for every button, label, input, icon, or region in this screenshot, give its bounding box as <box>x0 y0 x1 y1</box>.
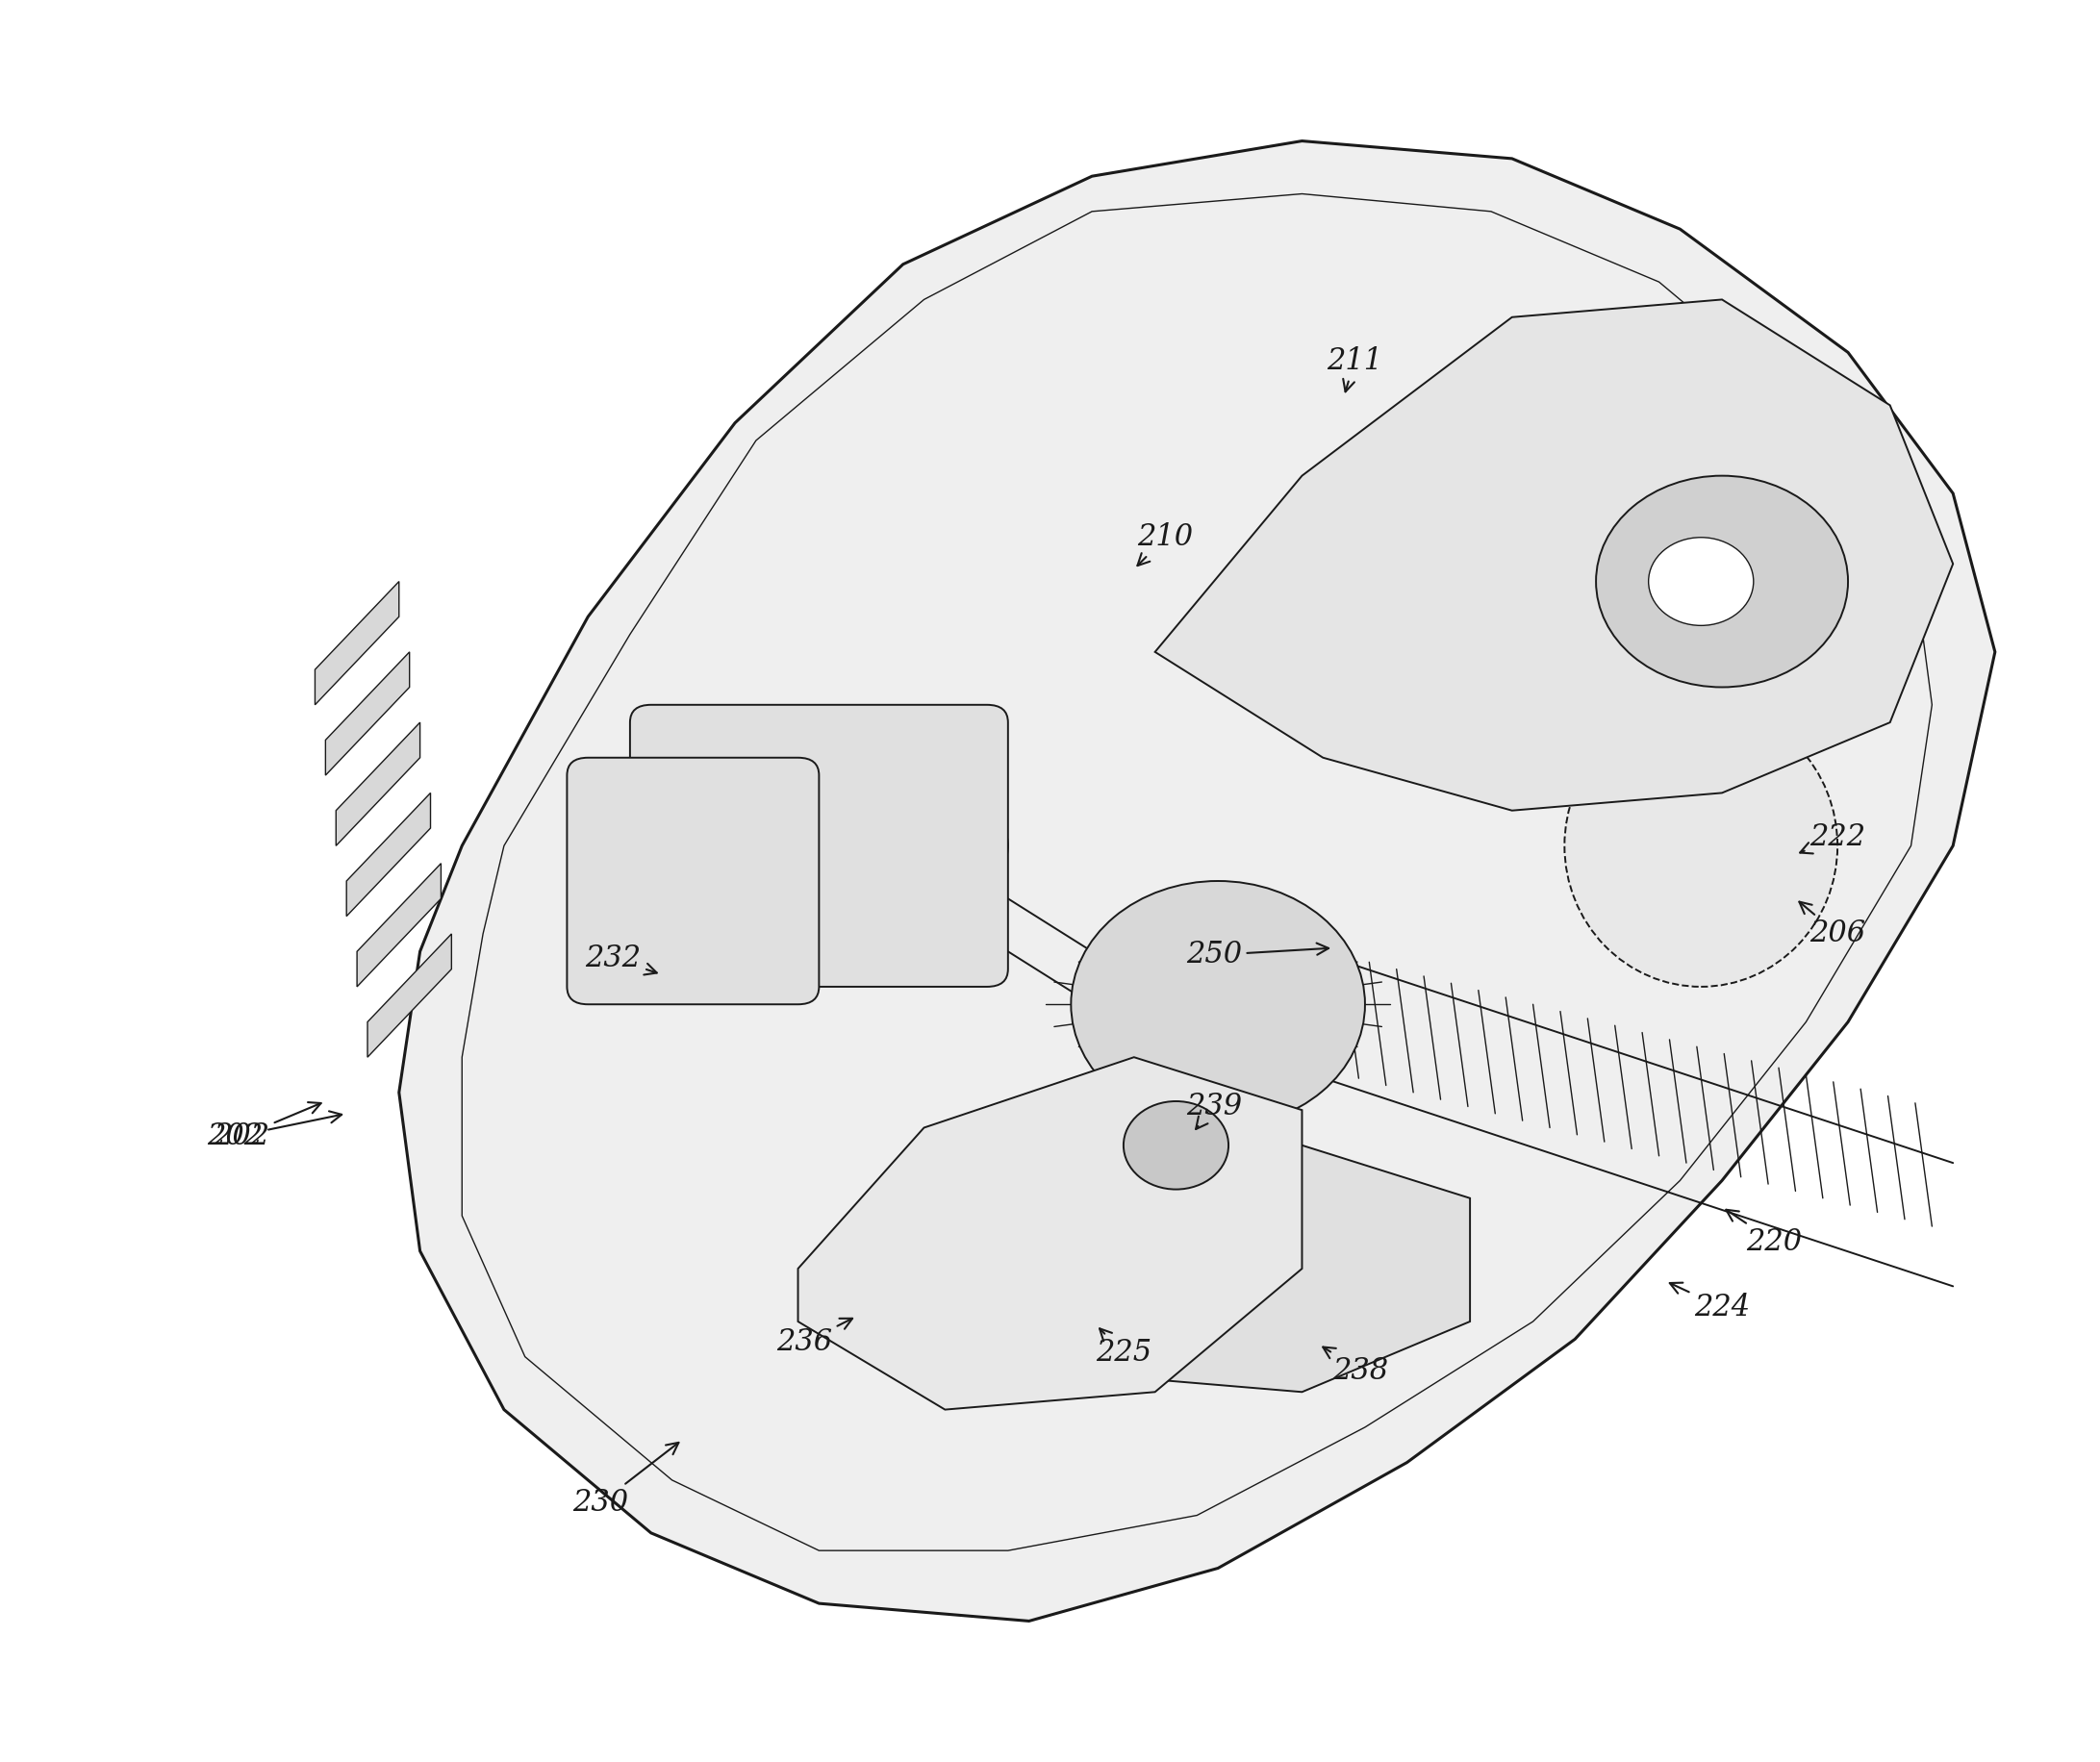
Text: 238: 238 <box>1323 1346 1388 1385</box>
Circle shape <box>1071 881 1365 1128</box>
Text: 222: 222 <box>1800 823 1865 853</box>
Polygon shape <box>315 581 399 705</box>
Polygon shape <box>357 863 441 987</box>
Text: 239: 239 <box>1186 1092 1241 1129</box>
Polygon shape <box>336 722 420 846</box>
Text: 210: 210 <box>1138 523 1193 566</box>
Polygon shape <box>326 652 410 775</box>
Polygon shape <box>1155 300 1953 811</box>
Text: 250: 250 <box>1186 941 1329 969</box>
Circle shape <box>1648 537 1753 626</box>
Ellipse shape <box>1564 705 1838 987</box>
Text: 236: 236 <box>777 1318 853 1357</box>
Text: 206: 206 <box>1800 902 1865 948</box>
Circle shape <box>1124 1101 1228 1189</box>
Polygon shape <box>368 934 452 1057</box>
Text: 202: 202 <box>214 1103 321 1151</box>
Text: 225: 225 <box>1096 1329 1151 1367</box>
Polygon shape <box>346 793 430 916</box>
Ellipse shape <box>630 758 1008 934</box>
Polygon shape <box>798 1057 1302 1410</box>
Polygon shape <box>945 1145 1470 1392</box>
FancyBboxPatch shape <box>630 705 1008 987</box>
Text: 220: 220 <box>1726 1210 1802 1256</box>
Text: 211: 211 <box>1327 347 1382 391</box>
Circle shape <box>1596 476 1848 687</box>
Text: 202: 202 <box>208 1112 342 1151</box>
Text: 232: 232 <box>586 944 657 974</box>
Text: 224: 224 <box>1670 1283 1749 1322</box>
FancyBboxPatch shape <box>567 758 819 1004</box>
Polygon shape <box>399 141 1995 1621</box>
Text: 230: 230 <box>573 1443 678 1517</box>
